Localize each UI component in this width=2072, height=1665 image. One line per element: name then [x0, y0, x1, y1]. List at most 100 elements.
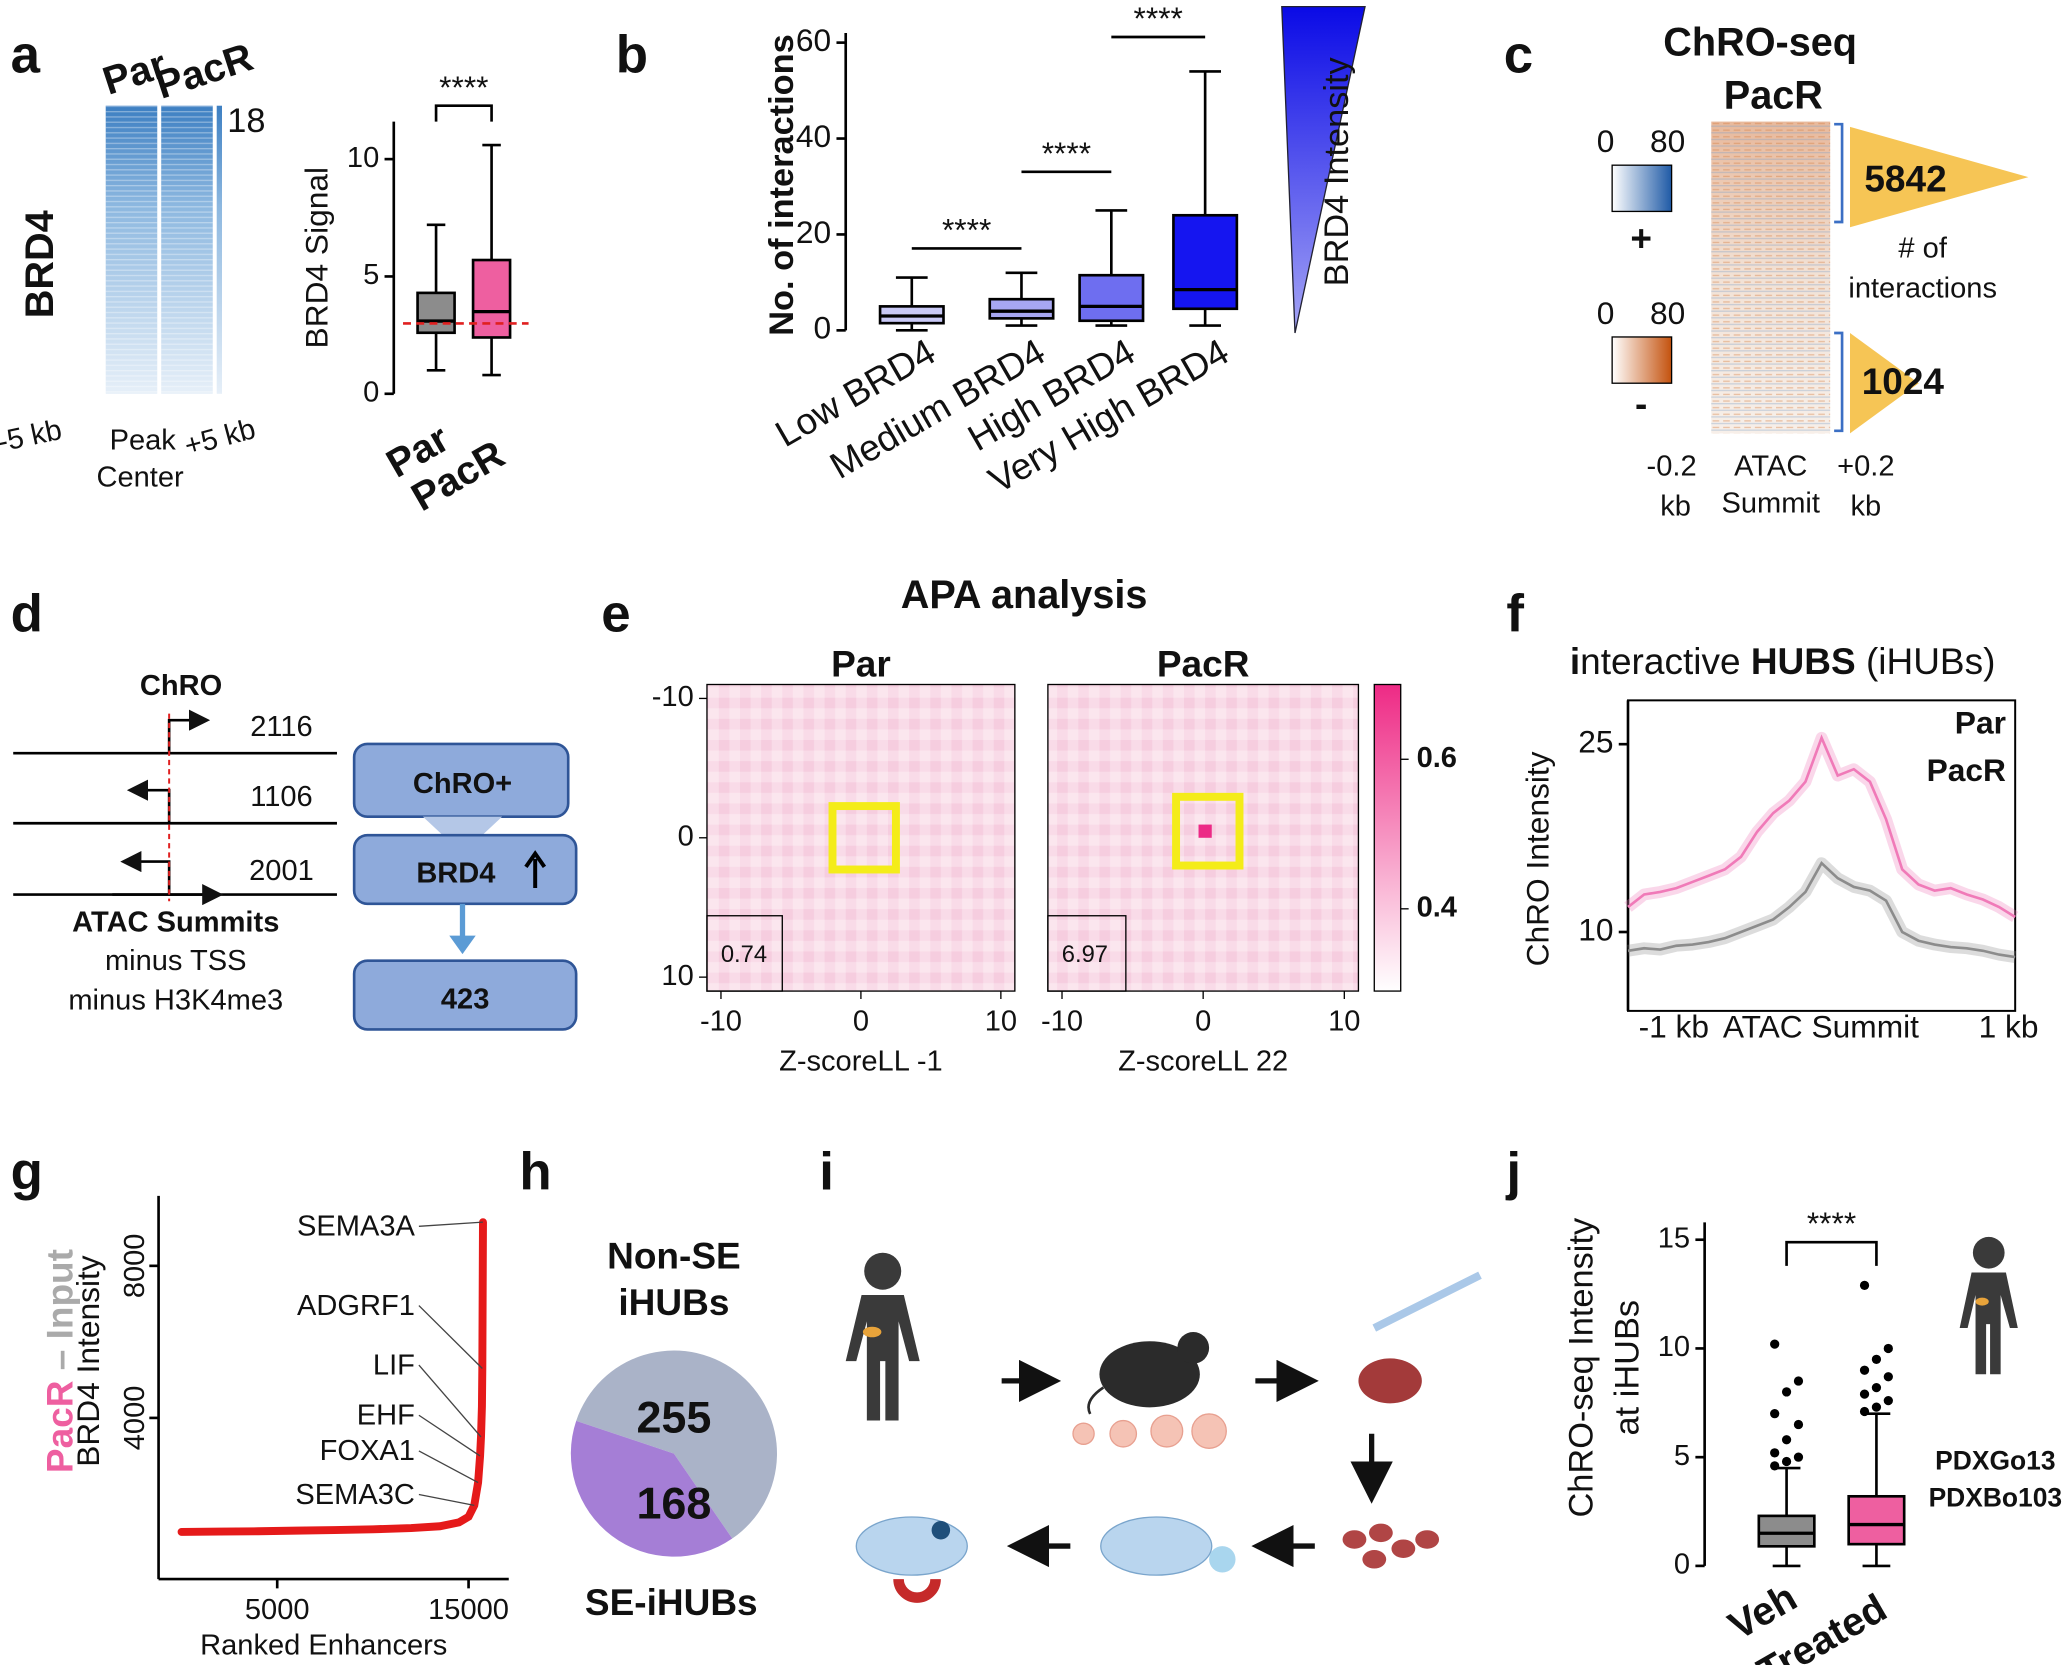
gene-leader — [418, 1364, 482, 1438]
outlier — [1793, 1452, 1804, 1462]
panel-letter: e — [601, 585, 630, 644]
heatmap-texture — [161, 105, 213, 394]
significance: **** — [1807, 1205, 1856, 1241]
pie-slice — [570, 1420, 733, 1557]
workflow-diagram — [845, 1252, 1482, 1603]
y-axis-label: ChRO-seq Intensity — [1562, 1217, 1600, 1517]
colorbar — [1611, 164, 1673, 213]
outlier — [1770, 1409, 1780, 1419]
outlier — [1883, 1343, 1893, 1354]
panel-letter: i — [819, 1142, 834, 1201]
box-label: 423 — [441, 983, 489, 1015]
panel-letter: g — [11, 1142, 43, 1201]
y-tick-label: 25 — [1578, 724, 1613, 760]
label: ChRO — [140, 670, 222, 702]
outlier — [1770, 1461, 1780, 1471]
box — [988, 297, 1055, 320]
outlier — [1859, 1365, 1870, 1375]
y-tick-label: 5 — [1674, 1440, 1690, 1472]
panel-letter: c — [1504, 26, 1533, 85]
gene-leader — [418, 1221, 483, 1227]
outlier — [1781, 1435, 1792, 1445]
x-tick-label: -10 — [1041, 1006, 1083, 1038]
confidence-band — [1627, 857, 2017, 963]
track-label: PacR — [1724, 73, 1823, 117]
apa-map — [706, 683, 1016, 992]
flow-connector — [422, 816, 503, 836]
line — [1627, 734, 2016, 919]
gene-label: FOXA1 — [320, 1435, 415, 1467]
x-label: -5 kb — [0, 414, 65, 459]
label: 80 — [1650, 123, 1685, 159]
outlier — [1871, 1402, 1882, 1412]
x-label: Peak — [110, 424, 177, 456]
significance: **** — [1134, 0, 1183, 36]
title-part: HUBS — [1751, 641, 1856, 682]
y-tick-label: 15 — [1658, 1222, 1690, 1254]
heatmap-texture — [105, 105, 158, 394]
gene-label: EHF — [357, 1400, 415, 1432]
label: PDXBo103 — [1929, 1482, 2063, 1512]
body-icon — [1959, 1236, 2018, 1375]
outlier — [1793, 1376, 1804, 1386]
triangle — [1850, 126, 2029, 228]
up-arrow — [524, 850, 547, 888]
x-tick-label: 0 — [1195, 1006, 1211, 1038]
x-tick-label: 15000 — [428, 1594, 509, 1626]
outlier — [1883, 1372, 1893, 1382]
y-axis-label: BRD4 Intensity — [70, 1255, 106, 1467]
outlier — [1871, 1382, 1882, 1393]
box — [1847, 1494, 1906, 1546]
heatmap-texture — [1711, 121, 1831, 434]
map-title: PacR — [1157, 644, 1250, 685]
label: 0 — [1597, 123, 1615, 159]
inset-box — [1047, 915, 1127, 992]
label: - — [1635, 383, 1647, 424]
scale-label: 18 — [227, 102, 265, 140]
outlier — [1770, 1339, 1780, 1349]
legend-label: Par — [1955, 704, 2006, 740]
gene-leader — [418, 1450, 479, 1484]
y-tick-label: 8000 — [119, 1234, 151, 1299]
curve — [177, 1218, 487, 1536]
x-label: ATAC — [1734, 451, 1807, 483]
panel-letter: j — [1505, 1142, 1521, 1201]
x-label: ATAC Summit — [1723, 1008, 1919, 1044]
y-axis-label: BRD4 Signal — [299, 167, 335, 349]
count: 5842 — [1864, 159, 1946, 200]
gene-label: LIF — [373, 1349, 415, 1381]
y-tick-label: 0 — [1674, 1549, 1690, 1581]
panel-letter: f — [1506, 585, 1524, 644]
outlier — [1781, 1387, 1792, 1397]
y-axis-label: at iHUBs — [1609, 1300, 1647, 1436]
box-label: BRD4 — [416, 858, 495, 890]
scale-bar — [216, 105, 222, 394]
y-tick-label: 0 — [363, 376, 379, 408]
panel-letter: a — [11, 26, 41, 85]
y-tick-label: 60 — [796, 22, 831, 58]
triangle — [1850, 333, 1919, 434]
box — [416, 291, 456, 335]
x-label: kb — [1660, 490, 1691, 522]
count: 1024 — [1862, 361, 1945, 402]
label: 0 — [1597, 295, 1615, 331]
x-label: 1 kb — [1979, 1008, 2039, 1044]
label: ATAC Summits — [72, 907, 279, 939]
gene-leader — [418, 1493, 475, 1507]
gene-label: SEMA3C — [295, 1479, 415, 1511]
y-label-part: – Input — [40, 1249, 81, 1381]
outlier — [1781, 1456, 1792, 1467]
outlier — [1883, 1396, 1893, 1406]
count: 2001 — [249, 855, 314, 887]
significance: **** — [942, 212, 991, 248]
y-tick-label: 5 — [363, 259, 379, 291]
significance-bracket — [434, 104, 493, 122]
x-tick-label: 10 — [985, 1006, 1017, 1038]
gene-leader — [418, 1414, 481, 1457]
title: APA analysis — [901, 573, 1148, 617]
y-tick-label: 20 — [796, 214, 831, 250]
score: 0.74 — [721, 941, 767, 968]
line — [1627, 861, 2016, 959]
y-tick-label: 10 — [1658, 1331, 1690, 1363]
